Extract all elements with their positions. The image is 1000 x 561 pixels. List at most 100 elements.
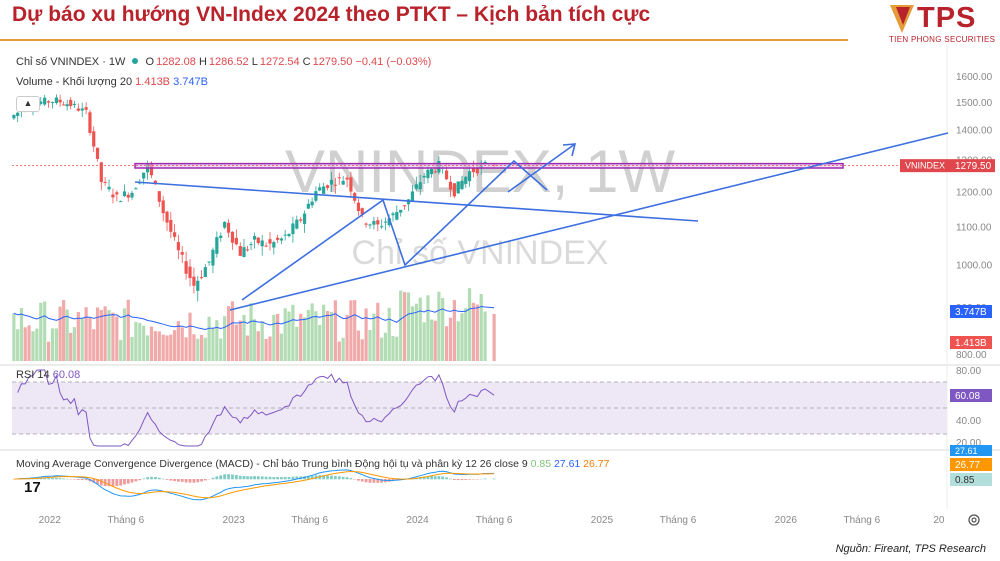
macd-hist-bar [169, 479, 173, 481]
macd-line-value: 27.61 [553, 458, 581, 470]
high-value: 1286.52 [208, 56, 249, 68]
candle-body [310, 201, 314, 206]
volume-bar [176, 321, 180, 361]
macd-hist-bar [464, 479, 468, 480]
volume-bar [368, 329, 372, 361]
candle-body [88, 112, 92, 133]
candle-body [452, 183, 456, 197]
volume-bar [180, 327, 184, 361]
candle-body [329, 179, 334, 185]
volume-bar [161, 334, 165, 361]
volume-bar [360, 339, 364, 361]
volume-ma-value: 3.747B [173, 76, 208, 88]
h-label: H [198, 56, 207, 68]
macd-hist-bar [468, 479, 471, 480]
candle-body [169, 219, 173, 232]
collapse-legend-button[interactable]: ▲ [16, 96, 40, 112]
macd-hist-bar [426, 476, 430, 480]
macd-line [13, 469, 495, 501]
time-axis-label: 2025 [591, 515, 614, 526]
volume-bar [429, 319, 434, 361]
candle-body [380, 226, 384, 228]
macd-hist-bar [433, 476, 437, 480]
gear-icon[interactable] [968, 514, 980, 526]
volume-bar [260, 321, 264, 361]
volume-bar [460, 313, 464, 361]
volume-bar [80, 318, 84, 361]
macd-hist-bar [219, 475, 223, 480]
time-axis-label: Tháng 6 [108, 515, 145, 526]
macd-hist-bar [260, 476, 264, 480]
volume-bar [356, 330, 361, 361]
descending-trendline [134, 181, 699, 222]
macd-hist-bar [138, 479, 142, 481]
candle-body [364, 223, 368, 225]
candle-body [349, 177, 353, 192]
macd-hist-bar [287, 476, 291, 480]
volume-bar [475, 304, 479, 361]
volume-bar [76, 311, 80, 361]
candle-body [245, 249, 250, 251]
macd-hist-bar [176, 479, 180, 482]
volume-bar [35, 328, 39, 361]
bullish-arrow [507, 143, 576, 193]
macd-hist-bar [437, 476, 441, 480]
volume-bar [492, 313, 496, 361]
macd-hist-bar [146, 477, 149, 480]
candle-body [483, 161, 487, 163]
candle-body [268, 239, 272, 244]
macd-hist-bar [360, 479, 364, 482]
candle-body [314, 191, 318, 201]
title-divider [0, 39, 848, 41]
rsi-legend[interactable]: RSI 14 60.08 [16, 369, 80, 381]
time-axis-label: 2024 [406, 515, 429, 526]
volume-bar [341, 337, 345, 361]
candle-body [230, 231, 235, 243]
volume-bar [107, 310, 111, 361]
candle-body [318, 187, 322, 191]
macd-hist-bar [310, 475, 314, 480]
price-tick-label: 800.00 [956, 350, 987, 361]
price-tick-label: 1500.00 [956, 98, 993, 109]
volume-tag-text: 1.413B [955, 338, 987, 349]
macd-hist-bar [376, 479, 380, 483]
macd-signal-line [13, 470, 495, 499]
candle-body [383, 221, 388, 223]
volume-legend[interactable]: Volume - Khối lượng 20 1.413B 3.747B [16, 76, 208, 88]
candle-body [65, 104, 69, 107]
time-axis-label: 20 [933, 515, 945, 526]
macd-hist-bar [238, 475, 242, 480]
macd-hist-bar [276, 477, 280, 480]
macd-hist-bar [119, 479, 123, 486]
macd-hist-bar [249, 476, 253, 480]
macd-hist-bar [295, 476, 299, 480]
volume-bar [54, 328, 58, 361]
volume-bar [410, 306, 415, 361]
low-value: 1272.54 [259, 56, 300, 68]
volume-bar [380, 337, 384, 361]
macd-legend[interactable]: Moving Average Convergence Divergence (M… [16, 458, 609, 470]
macd-hist-bar [161, 478, 165, 480]
volume-bar [318, 324, 322, 361]
volume-bar [325, 311, 330, 361]
volume-bar [306, 309, 310, 361]
candle-body [184, 261, 188, 274]
price-chart[interactable]: VNINDEX, 1W Chỉ số VNINDEX 1600.00 1500.0… [0, 44, 1000, 534]
volume-bar [302, 317, 307, 361]
candle-body [448, 181, 453, 190]
volume-bar [43, 301, 47, 361]
volume-bar [23, 327, 27, 361]
rsi-line [17, 369, 495, 447]
volume-bar [92, 329, 96, 361]
volume-bar [349, 300, 353, 361]
macd-hist-bar [58, 478, 62, 480]
volume-value: 1.413B [135, 76, 171, 88]
candle-body [283, 234, 287, 236]
candle-body [62, 104, 66, 106]
time-axis[interactable]: 2022 Tháng 6 2023 Tháng 6 2024 Tháng 6 2025 Thá… [39, 515, 945, 526]
volume-bar [126, 299, 130, 361]
volume-bar [165, 335, 169, 361]
candle-body [345, 177, 349, 180]
volume-bar [50, 328, 55, 361]
